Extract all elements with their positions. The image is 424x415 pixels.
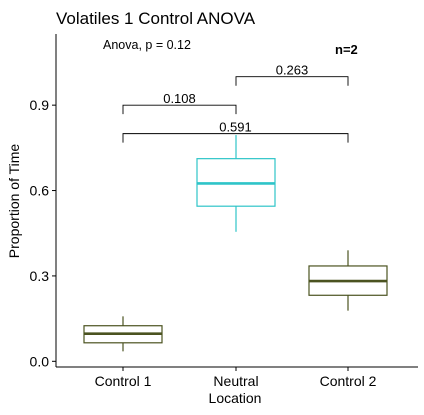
bracket-line bbox=[122, 104, 237, 115]
box-control-1 bbox=[83, 316, 163, 352]
anova-annotation: Anova, p = 0.12 bbox=[103, 38, 191, 52]
bracket-p-label: 0.263 bbox=[276, 63, 309, 78]
box-neutral bbox=[196, 135, 276, 232]
bracket-line bbox=[235, 76, 349, 86]
x-ticks: Control 1 Neutral Control 2 bbox=[95, 367, 377, 389]
bracket-p-label: 0.591 bbox=[219, 120, 252, 135]
y-axis-title: Proportion of Time bbox=[6, 144, 22, 259]
y-tick-label: 0.3 bbox=[30, 268, 50, 284]
x-tick-label: Control 2 bbox=[320, 373, 377, 389]
plot-area: 0.108 0.263 0.591 bbox=[83, 63, 388, 352]
bracket-p-label: 0.108 bbox=[163, 91, 196, 106]
comparison-bracket: 0.263 bbox=[235, 63, 349, 86]
x-tick-label: Neutral bbox=[213, 373, 258, 389]
comparison-bracket: 0.591 bbox=[122, 120, 349, 143]
x-tick-label: Control 1 bbox=[95, 373, 152, 389]
comparison-bracket: 0.108 bbox=[122, 91, 237, 115]
box-control-2 bbox=[308, 250, 388, 311]
bracket-line bbox=[122, 133, 349, 143]
y-tick-label: 0.0 bbox=[30, 353, 50, 369]
sample-size-label: n=2 bbox=[335, 42, 358, 57]
y-tick-label: 0.6 bbox=[30, 183, 50, 199]
y-tick-label: 0.9 bbox=[30, 97, 50, 113]
y-ticks: 0.0 0.3 0.6 0.9 bbox=[30, 97, 56, 369]
chart-title: Volatiles 1 Control ANOVA bbox=[56, 9, 256, 28]
x-axis-title: Location bbox=[209, 390, 262, 406]
